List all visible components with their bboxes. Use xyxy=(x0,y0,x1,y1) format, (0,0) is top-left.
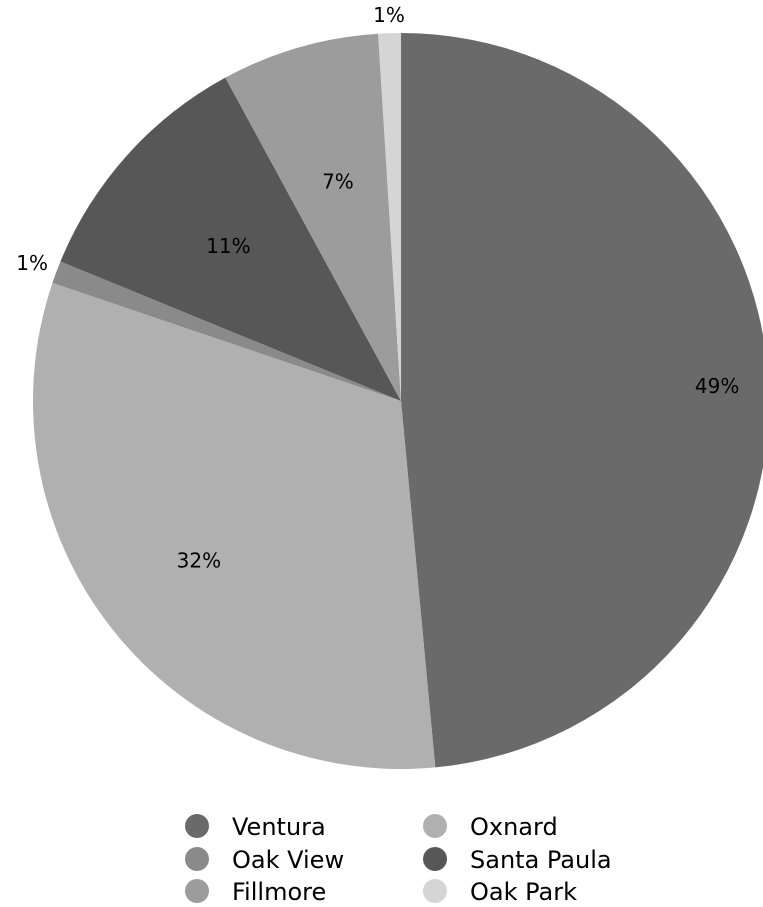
legend-label-oak-view: Oak View xyxy=(232,846,344,874)
chart-legend: Ventura Oak View Fillmore Oxnard Santa Paula… xyxy=(185,813,612,906)
pie-slice-oxnard xyxy=(32,282,436,770)
legend-swatch-oak-park xyxy=(423,879,447,903)
slice-label-fillmore: 7% xyxy=(322,170,354,194)
legend-swatch-santa-paula xyxy=(423,847,447,871)
legend-label-oak-park: Oak Park xyxy=(470,878,577,906)
slice-labels: 49% 32% 1% 11% 7% 1% xyxy=(16,3,739,573)
legend-swatch-oak-view xyxy=(185,847,209,871)
slice-label-ventura: 49% xyxy=(695,374,739,398)
pie-slice-fillmore xyxy=(225,33,401,402)
legend-swatch-oxnard xyxy=(423,814,447,838)
legend-swatch-ventura xyxy=(185,814,209,838)
pie-slice-oak-park xyxy=(378,33,401,401)
legend-label-santa-paula: Santa Paula xyxy=(470,846,612,874)
pie-slices xyxy=(32,33,763,770)
pie-slice-santa-paula xyxy=(60,77,402,401)
legend-label-ventura: Ventura xyxy=(232,813,326,841)
pie-slice-oak-view xyxy=(52,261,402,401)
legend-swatch-fillmore xyxy=(185,879,209,903)
legend-label-oxnard: Oxnard xyxy=(470,813,558,841)
slice-label-oak-view: 1% xyxy=(16,251,48,275)
legend-label-fillmore: Fillmore xyxy=(232,878,326,906)
slice-label-santa-paula: 11% xyxy=(206,234,250,258)
pie-slice-ventura xyxy=(401,33,763,768)
slice-label-oak-park: 1% xyxy=(373,3,405,27)
slice-label-oxnard: 32% xyxy=(177,549,221,573)
